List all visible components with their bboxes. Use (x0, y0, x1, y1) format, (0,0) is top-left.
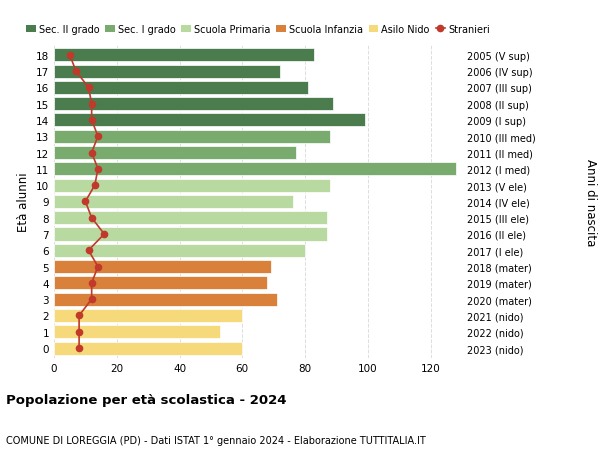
Bar (54, 196, 293, 208)
Text: Popolazione per età scolastica - 2024: Popolazione per età scolastica - 2024 (6, 393, 287, 406)
Bar (54, 212, 327, 225)
Bar (54, 244, 305, 257)
Bar (54, 179, 330, 192)
Text: COMUNE DI LOREGGIA (PD) - Dati ISTAT 1° gennaio 2024 - Elaborazione TUTTITALIA.I: COMUNE DI LOREGGIA (PD) - Dati ISTAT 1° … (6, 435, 426, 445)
Bar (54, 163, 456, 176)
Bar (54, 277, 268, 290)
Bar (54, 130, 330, 143)
Legend: Sec. II grado, Sec. I grado, Scuola Primaria, Scuola Infanzia, Asilo Nido, Stran: Sec. II grado, Sec. I grado, Scuola Prim… (26, 25, 490, 35)
Bar (54, 342, 242, 355)
Bar (54, 261, 271, 274)
Text: Anni di nascita: Anni di nascita (584, 158, 597, 246)
Bar (54, 49, 314, 62)
Bar (54, 147, 296, 160)
Bar (54, 325, 220, 338)
Bar (54, 82, 308, 95)
Bar (54, 65, 280, 78)
Bar (54, 114, 365, 127)
Bar (54, 98, 334, 111)
Y-axis label: Età alunni: Età alunni (17, 172, 31, 232)
Bar (54, 293, 277, 306)
Bar (54, 228, 327, 241)
Bar (54, 309, 242, 322)
